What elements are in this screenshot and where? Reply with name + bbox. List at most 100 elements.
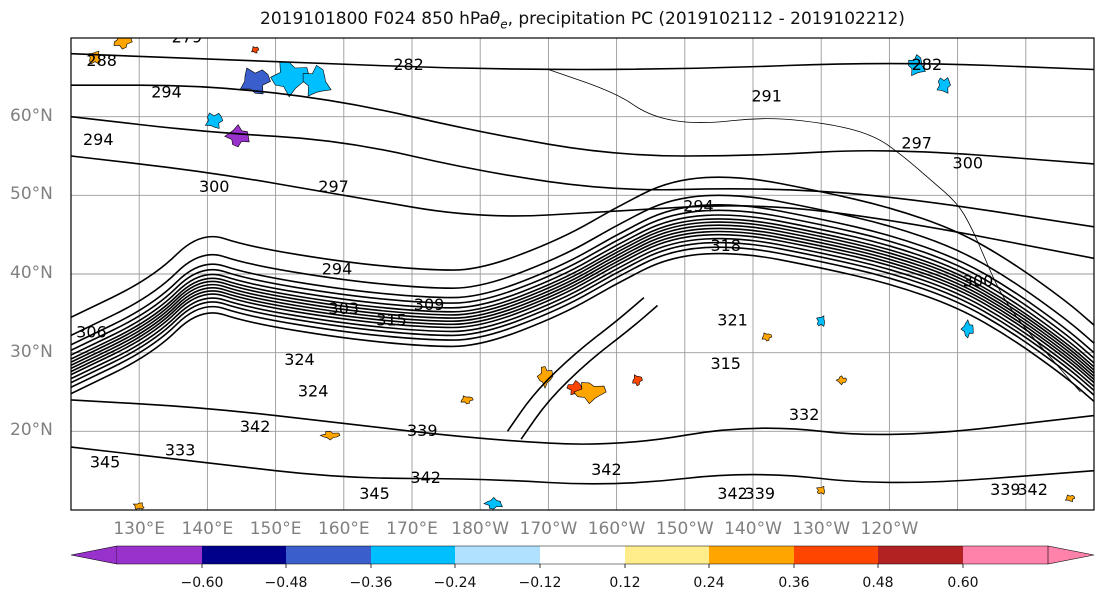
contour-label: 282: [393, 55, 424, 74]
theta-e-contour: [71, 204, 1094, 354]
precipitation-patch: [816, 315, 825, 327]
colorbar-tick-label: 0.60: [947, 575, 979, 591]
contour-label: 294: [683, 197, 714, 216]
theta-e-contour: [506, 296, 645, 432]
colorbar-low-arrow: [70, 545, 118, 565]
precipitation-patch: [761, 332, 773, 342]
contour-label: 279: [172, 28, 203, 47]
contour-label: 342: [591, 460, 622, 479]
contour-label: 324: [284, 350, 315, 369]
contour-label: 300: [963, 271, 994, 290]
colorbar-tick-label: −0.48: [264, 575, 308, 591]
longitude-label: 130°E: [113, 519, 166, 539]
precipitation-patch: [816, 485, 825, 495]
theta-e-contour: [71, 52, 1094, 71]
contour-label: 342: [240, 417, 271, 436]
colorbar-segment: [286, 546, 371, 564]
precipitation-patch: [113, 38, 133, 50]
theta-e-contour: [71, 233, 1094, 384]
theta-e-contour: [71, 214, 1094, 364]
latitude-label: 60°N: [10, 105, 53, 126]
colorbar-segment: [455, 546, 540, 564]
precipitation-patch: [270, 61, 310, 98]
title-subscript: e: [500, 17, 508, 32]
latitude-label: 50°N: [10, 184, 53, 205]
contour-label: 297: [901, 134, 932, 153]
longitude-label: 120°W: [860, 519, 919, 539]
contour-label: 282: [912, 55, 943, 74]
contour-label: 321: [717, 311, 748, 330]
contour-label: 315: [710, 354, 741, 373]
coastline: [548, 69, 1081, 393]
title-suffix: , precipitation PC (2019102112 - 2019102…: [507, 9, 905, 29]
colorbar-segment: [709, 546, 794, 564]
latitude-label: 30°N: [10, 341, 53, 362]
colorbar-tick-label: −0.24: [433, 575, 477, 591]
contour-label: 339: [990, 480, 1021, 499]
contour-label: 333: [165, 441, 196, 460]
longitude-label: 180°W: [451, 519, 510, 539]
precipitation-patch: [1064, 494, 1076, 502]
theta-e-contour: [71, 241, 1094, 392]
longitude-label: 170°W: [519, 519, 578, 539]
longitude-label: 160°E: [317, 519, 370, 539]
colorbar-segment: [963, 546, 1048, 564]
contour-label: 318: [710, 236, 741, 255]
colorbar-segment: [625, 546, 709, 564]
theta-e-contour: [71, 237, 1094, 388]
coastline-layer: [548, 69, 1081, 393]
precipitation-patch: [239, 67, 271, 95]
theta-e-contour: [71, 84, 1094, 165]
theta-e-contour: [71, 227, 1094, 377]
precipitation-patch: [835, 375, 847, 386]
colorbar-segment: [371, 546, 455, 564]
longitude-label: 150°E: [249, 519, 302, 539]
colorbar-tick-label: 0.36: [778, 575, 810, 591]
theta-e-contour: [71, 246, 1094, 396]
theta-e-contour: [71, 224, 1094, 374]
contour-label: 300: [953, 153, 984, 172]
contour-label: 294: [83, 130, 114, 149]
contour-label: 291: [751, 87, 782, 106]
theta-e-contour-layer: [71, 52, 1094, 485]
precipitation-patch: [251, 46, 260, 54]
contour-label: 297: [318, 177, 349, 196]
contour-label-layer: 288 279 294 294 282 285 279 282 291 297 300 300 297 2…: [76, 24, 1048, 503]
theta-e-contour: [71, 252, 1094, 403]
colorbar-segment: [117, 546, 202, 564]
contour-label: 342: [1017, 480, 1048, 499]
colorbar-tick-label: 0.12: [609, 575, 641, 591]
colorbar-segment: [878, 546, 963, 564]
precipitation-patch: [204, 112, 224, 129]
precipitation-patch: [224, 124, 250, 148]
theta-e-contour: [520, 304, 659, 440]
precipitation-patch: [632, 374, 643, 387]
precipitation-patch: [960, 319, 974, 339]
contour-label: 342: [717, 484, 748, 503]
contour-label: 285: [666, 24, 697, 43]
theta-e-contour: [71, 155, 1094, 260]
theta-e-contour: [71, 115, 1094, 228]
contour-label: 339: [407, 421, 438, 440]
longitude-label: 150°W: [655, 519, 714, 539]
longitude-label: 170°E: [386, 519, 438, 539]
precipitation-patch: [573, 382, 607, 405]
colorbar-tick-label: 0.24: [693, 575, 725, 591]
colorbar-tick-label: −0.36: [349, 575, 393, 591]
contour-label: 332: [789, 405, 820, 424]
map-title: 2019101800 F024 850 hPa θe, precipitatio…: [0, 9, 1105, 31]
contour-label: 339: [745, 484, 776, 503]
theta-e-contour: [71, 399, 1094, 445]
colorbar-segment: [794, 546, 878, 564]
precipitation-patch: [460, 395, 474, 405]
contour-label: 300: [199, 177, 230, 196]
contour-label: 294: [151, 83, 182, 102]
contour-label: 309: [414, 295, 445, 314]
colorbar-segment: [540, 546, 625, 564]
longitude-label: 130°W: [792, 519, 851, 539]
longitude-label: 140°W: [724, 519, 782, 539]
colorbar-outline: [117, 545, 1048, 565]
longitude-label: 140°E: [181, 519, 234, 539]
precipitation-patch: [319, 430, 341, 441]
